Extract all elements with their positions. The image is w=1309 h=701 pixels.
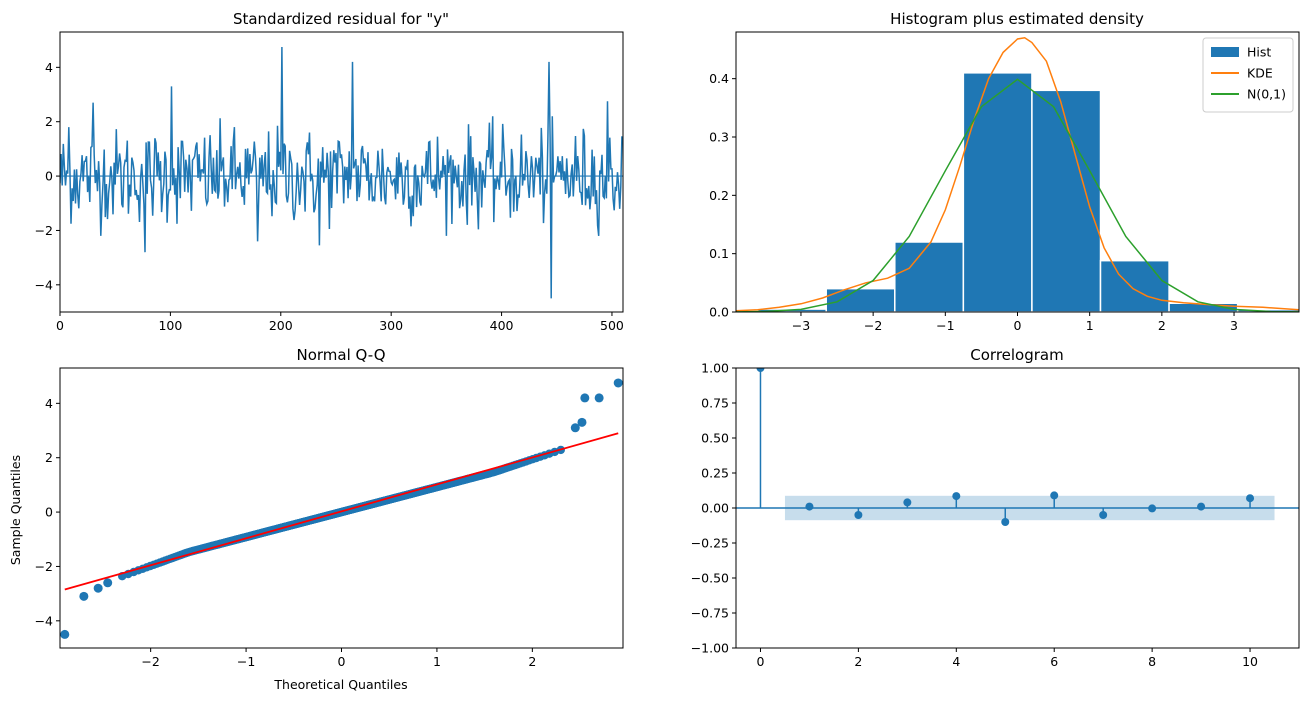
qq-plot-ytick-label: −4 bbox=[35, 613, 53, 628]
density-line-kde bbox=[736, 37, 1299, 312]
acf-marker bbox=[1001, 518, 1010, 526]
qq-plot-xtick-label: −2 bbox=[141, 654, 159, 669]
residual-plot-ytick-label: −4 bbox=[35, 277, 53, 292]
qq-reference-line bbox=[64, 432, 619, 591]
qq-plot-ytick-label: 4 bbox=[45, 396, 53, 411]
correlogram-plot-xtick-label: 10 bbox=[1242, 654, 1258, 669]
qq-point bbox=[594, 393, 604, 403]
qq-plot-xtick-label: 1 bbox=[433, 654, 441, 669]
residual-plot-xtick-label: 100 bbox=[158, 318, 182, 333]
qq-point bbox=[103, 578, 113, 588]
correlogram-plot-ytick-label: −1.00 bbox=[691, 641, 729, 656]
correlogram-plot-ytick-label: 0.00 bbox=[701, 501, 729, 516]
histogram-plot-title: Histogram plus estimated density bbox=[890, 10, 1144, 28]
correlogram-plot-xtick-label: 2 bbox=[854, 654, 862, 669]
histogram-bar bbox=[962, 72, 1033, 312]
residual-plot-xtick-label: 500 bbox=[600, 318, 624, 333]
histogram-plot-xtick-label: 2 bbox=[1158, 318, 1166, 333]
correlogram-plot: Correlogram 0 2 4 6 8 10 −1.00 −0.75 −0.50 −0.25 0… bbox=[691, 346, 1300, 669]
acf-marker bbox=[952, 492, 961, 501]
acf-marker bbox=[1246, 494, 1255, 503]
histogram-plot-ytick-label: 0.0 bbox=[709, 305, 729, 320]
histogram-plot-xtick-label: −1 bbox=[936, 318, 954, 333]
histogram-plot-xtick-label: 3 bbox=[1230, 318, 1238, 333]
histogram-plot-area bbox=[736, 37, 1299, 312]
correlogram-plot-ytick-label: −0.75 bbox=[691, 606, 729, 621]
qq-point bbox=[93, 583, 103, 593]
qq-plot-ytick-label: −2 bbox=[35, 559, 53, 574]
histogram-plot-ytick-label: 0.2 bbox=[709, 188, 729, 203]
acf-marker bbox=[903, 498, 912, 507]
acf-marker bbox=[1050, 491, 1059, 500]
residual-plot-ytick-label: 0 bbox=[45, 169, 53, 184]
histogram-plot-xtick-label: −3 bbox=[792, 318, 810, 333]
histogram-plot-xtick-label: 0 bbox=[1014, 318, 1022, 333]
residual-plot-frame bbox=[59, 31, 624, 313]
acf-marker bbox=[1148, 504, 1157, 513]
qq-point bbox=[580, 393, 590, 403]
legend-label: KDE bbox=[1247, 66, 1273, 81]
histogram-bar bbox=[1031, 89, 1102, 312]
legend-swatch-hist bbox=[1211, 47, 1239, 57]
correlogram-plot-area bbox=[736, 368, 1299, 526]
correlogram-plot-xtick-label: 0 bbox=[757, 654, 765, 669]
acf-marker bbox=[756, 368, 765, 372]
qq-plot-xtick-label: 0 bbox=[338, 654, 346, 669]
residual-plot-xtick-label: 0 bbox=[56, 318, 64, 333]
histogram-legend: Hist KDE N(0,1) bbox=[1202, 37, 1294, 113]
residual-plot: Standardized residual for "y" 0 100 200 300… bbox=[35, 10, 624, 333]
acf-marker bbox=[805, 502, 814, 511]
histogram-plot-xtick-label: 1 bbox=[1086, 318, 1094, 333]
qq-plot-xtick-label: −1 bbox=[237, 654, 255, 669]
residual-plot-area bbox=[60, 46, 623, 299]
histogram-plot-ytick-label: 0.1 bbox=[709, 246, 729, 261]
qq-plot-ytick-label: 0 bbox=[45, 505, 53, 520]
correlogram-plot-ytick-label: 0.50 bbox=[701, 431, 729, 446]
histogram-plot-xtick-label: −2 bbox=[864, 318, 882, 333]
histogram-plot-ytick-label: 0.4 bbox=[709, 71, 729, 86]
correlogram-plot-ytick-label: −0.50 bbox=[691, 571, 729, 586]
qq-plot-xtick-label: 2 bbox=[528, 654, 536, 669]
qq-point bbox=[60, 629, 70, 639]
histogram-plot-ytick-label: 0.3 bbox=[709, 130, 729, 145]
histogram-bar bbox=[894, 241, 965, 312]
qq-point bbox=[613, 378, 623, 388]
acf-marker bbox=[1099, 511, 1108, 519]
correlogram-plot-ytick-label: 1.00 bbox=[701, 361, 729, 376]
qq-plot-xlabel: Theoretical Quantiles bbox=[273, 677, 407, 692]
correlogram-plot-xtick-label: 4 bbox=[952, 654, 960, 669]
residual-plot-ytick-label: 4 bbox=[45, 60, 53, 75]
correlogram-plot-title: Correlogram bbox=[970, 346, 1063, 364]
qq-point bbox=[79, 591, 89, 601]
histogram-plot: Histogram plus estimated density −3 −2 −1 0… bbox=[709, 10, 1300, 333]
qq-plot-area bbox=[60, 378, 623, 639]
correlogram-plot-ytick-label: −0.25 bbox=[691, 536, 729, 551]
residual-plot-xtick-label: 300 bbox=[379, 318, 403, 333]
residual-plot-xtick-label: 200 bbox=[269, 318, 293, 333]
qq-plot: Normal Q-Q Theoretical Quantiles Sample … bbox=[8, 346, 624, 692]
correlogram-plot-xtick-label: 6 bbox=[1050, 654, 1058, 669]
qq-point bbox=[577, 417, 587, 427]
residual-plot-xtick-label: 400 bbox=[490, 318, 514, 333]
residual-plot-title: Standardized residual for "y" bbox=[233, 10, 449, 28]
residual-plot-ytick-label: −2 bbox=[35, 223, 53, 238]
qq-plot-title: Normal Q-Q bbox=[296, 346, 385, 364]
density-line-normal bbox=[736, 78, 1299, 312]
residual-plot-ytick-label: 2 bbox=[45, 114, 53, 129]
acf-marker bbox=[854, 511, 863, 519]
histogram-bar bbox=[1099, 259, 1170, 312]
qq-point bbox=[570, 423, 580, 433]
acf-marker bbox=[1197, 502, 1206, 511]
legend-label: N(0,1) bbox=[1247, 87, 1286, 102]
correlogram-plot-xtick-label: 8 bbox=[1148, 654, 1156, 669]
residual-series-line bbox=[60, 46, 623, 299]
qq-plot-ytick-label: 2 bbox=[45, 450, 53, 465]
correlogram-plot-ytick-label: 0.25 bbox=[701, 466, 729, 481]
correlogram-plot-ytick-label: 0.75 bbox=[701, 396, 729, 411]
qq-plot-ylabel: Sample Quantiles bbox=[8, 455, 23, 565]
legend-label: Hist bbox=[1247, 45, 1271, 60]
